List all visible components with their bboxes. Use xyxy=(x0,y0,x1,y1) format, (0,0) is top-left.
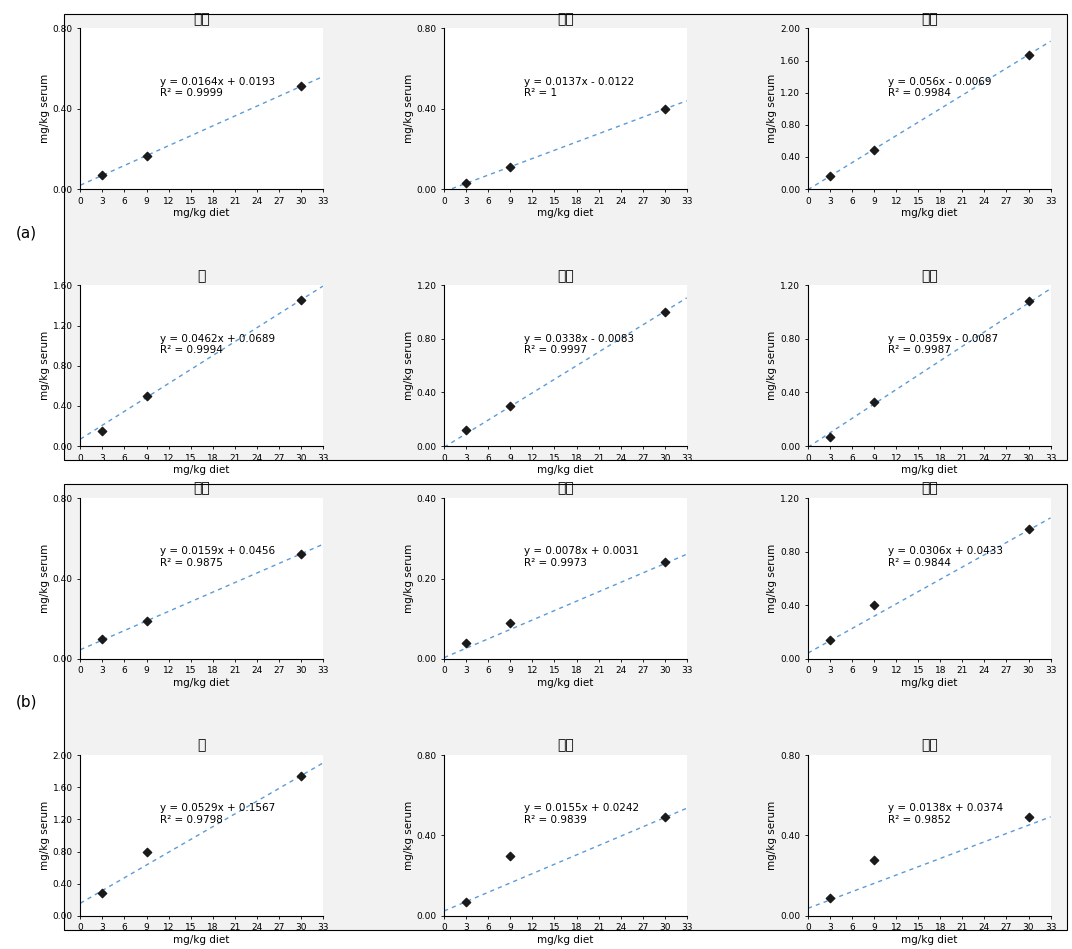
Point xyxy=(865,852,882,867)
X-axis label: mg/kg diet: mg/kg diet xyxy=(537,935,594,945)
Y-axis label: mg/kg serum: mg/kg serum xyxy=(40,544,50,613)
Text: (a): (a) xyxy=(16,225,38,240)
Point xyxy=(293,547,310,562)
Title: 소장: 소장 xyxy=(193,482,210,495)
Point xyxy=(656,305,673,320)
Point xyxy=(138,844,155,859)
Point xyxy=(1019,521,1037,536)
Point xyxy=(458,422,475,437)
Point xyxy=(821,632,838,647)
Title: 신장: 신장 xyxy=(921,482,938,495)
Point xyxy=(94,423,111,438)
Point xyxy=(1019,294,1037,309)
Point xyxy=(1019,809,1037,825)
Text: y = 0.0164x + 0.0193
R² = 0.9999: y = 0.0164x + 0.0193 R² = 0.9999 xyxy=(161,77,276,99)
Point xyxy=(293,293,310,308)
Point xyxy=(502,399,519,414)
X-axis label: mg/kg diet: mg/kg diet xyxy=(537,465,594,475)
Title: 지방: 지방 xyxy=(557,482,574,495)
Point xyxy=(865,394,882,409)
Y-axis label: mg/kg serum: mg/kg serum xyxy=(404,801,414,870)
Point xyxy=(865,598,882,613)
Text: y = 0.0306x + 0.0433
R² = 0.9844: y = 0.0306x + 0.0433 R² = 0.9844 xyxy=(888,547,1003,568)
Text: y = 0.0078x + 0.0031
R² = 0.9973: y = 0.0078x + 0.0031 R² = 0.9973 xyxy=(524,547,639,568)
Text: y = 0.0529x + 0.1567
R² = 0.9798: y = 0.0529x + 0.1567 R² = 0.9798 xyxy=(161,804,276,825)
X-axis label: mg/kg diet: mg/kg diet xyxy=(174,935,229,945)
Point xyxy=(656,555,673,570)
X-axis label: mg/kg diet: mg/kg diet xyxy=(174,209,229,218)
Point xyxy=(94,168,111,183)
Text: y = 0.056x - 0.0069
R² = 0.9984: y = 0.056x - 0.0069 R² = 0.9984 xyxy=(888,77,992,99)
X-axis label: mg/kg diet: mg/kg diet xyxy=(174,679,229,688)
Y-axis label: mg/kg serum: mg/kg serum xyxy=(404,544,414,613)
X-axis label: mg/kg diet: mg/kg diet xyxy=(902,679,957,688)
Point xyxy=(656,809,673,825)
Point xyxy=(502,615,519,630)
Text: (b): (b) xyxy=(16,695,38,710)
Text: y = 0.0155x + 0.0242
R² = 0.9839: y = 0.0155x + 0.0242 R² = 0.9839 xyxy=(524,804,639,825)
Point xyxy=(458,894,475,909)
Text: y = 0.0338x - 0.0083
R² = 0.9997: y = 0.0338x - 0.0083 R² = 0.9997 xyxy=(524,334,635,355)
Y-axis label: mg/kg serum: mg/kg serum xyxy=(404,331,414,400)
Point xyxy=(94,885,111,901)
Title: 신장: 신장 xyxy=(921,12,938,26)
X-axis label: mg/kg diet: mg/kg diet xyxy=(174,465,229,475)
Point xyxy=(138,613,155,628)
Title: 근육: 근육 xyxy=(557,269,574,283)
Y-axis label: mg/kg serum: mg/kg serum xyxy=(40,801,50,870)
Point xyxy=(94,631,111,646)
Title: 근육: 근육 xyxy=(557,738,574,753)
Y-axis label: mg/kg serum: mg/kg serum xyxy=(40,331,50,400)
Point xyxy=(138,148,155,163)
Point xyxy=(865,142,882,158)
X-axis label: mg/kg diet: mg/kg diet xyxy=(537,209,594,218)
Title: 간: 간 xyxy=(197,269,206,283)
Point xyxy=(656,102,673,117)
Y-axis label: mg/kg serum: mg/kg serum xyxy=(404,74,414,143)
Point xyxy=(458,176,475,191)
Point xyxy=(821,890,838,905)
Y-axis label: mg/kg serum: mg/kg serum xyxy=(40,74,50,143)
Point xyxy=(138,388,155,403)
Y-axis label: mg/kg serum: mg/kg serum xyxy=(768,801,777,870)
X-axis label: mg/kg diet: mg/kg diet xyxy=(902,209,957,218)
Point xyxy=(458,635,475,650)
Text: y = 0.0462x + 0.0689
R² = 0.9994: y = 0.0462x + 0.0689 R² = 0.9994 xyxy=(161,334,276,355)
X-axis label: mg/kg diet: mg/kg diet xyxy=(537,679,594,688)
Title: 소장: 소장 xyxy=(193,12,210,26)
Title: 간: 간 xyxy=(197,738,206,753)
Title: 협액: 협액 xyxy=(921,269,938,283)
Y-axis label: mg/kg serum: mg/kg serum xyxy=(768,331,777,400)
Text: y = 0.0159x + 0.0456
R² = 0.9875: y = 0.0159x + 0.0456 R² = 0.9875 xyxy=(161,547,276,568)
Title: 협액: 협액 xyxy=(921,738,938,753)
Point xyxy=(293,79,310,94)
Text: y = 0.0138x + 0.0374
R² = 0.9852: y = 0.0138x + 0.0374 R² = 0.9852 xyxy=(888,804,1003,825)
Text: y = 0.0137x - 0.0122
R² = 1: y = 0.0137x - 0.0122 R² = 1 xyxy=(524,77,635,99)
Point xyxy=(502,848,519,864)
X-axis label: mg/kg diet: mg/kg diet xyxy=(902,465,957,475)
Title: 지방: 지방 xyxy=(557,12,574,26)
Point xyxy=(1019,47,1037,63)
Point xyxy=(821,429,838,444)
Y-axis label: mg/kg serum: mg/kg serum xyxy=(768,74,777,143)
Y-axis label: mg/kg serum: mg/kg serum xyxy=(768,544,777,613)
Point xyxy=(502,159,519,175)
Point xyxy=(293,769,310,784)
Point xyxy=(821,169,838,184)
Text: y = 0.0359x - 0.0087
R² = 0.9987: y = 0.0359x - 0.0087 R² = 0.9987 xyxy=(888,334,998,355)
X-axis label: mg/kg diet: mg/kg diet xyxy=(902,935,957,945)
